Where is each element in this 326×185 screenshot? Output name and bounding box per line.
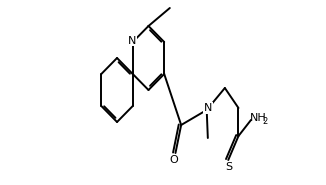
Text: N: N bbox=[128, 36, 136, 46]
Text: N: N bbox=[203, 103, 212, 113]
Text: NH: NH bbox=[250, 113, 266, 123]
Text: S: S bbox=[225, 162, 232, 172]
Text: O: O bbox=[169, 155, 178, 165]
Text: 2: 2 bbox=[262, 117, 268, 126]
